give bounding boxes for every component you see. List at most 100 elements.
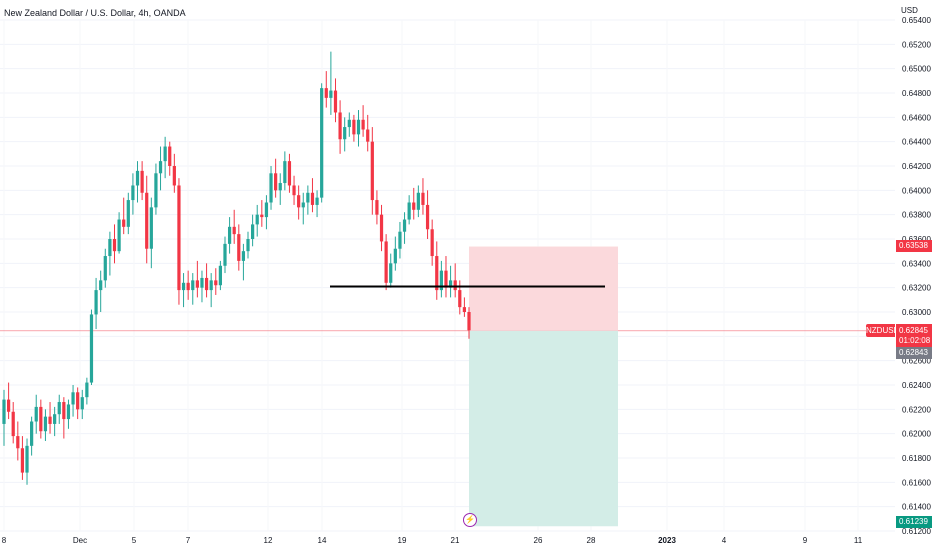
target-price-badge: 0.61239 bbox=[896, 516, 932, 528]
candle-body bbox=[57, 402, 61, 415]
candle-body bbox=[168, 146, 172, 166]
candle-body bbox=[421, 192, 425, 205]
time-tick-label: 4 bbox=[722, 536, 727, 545]
candle-body bbox=[370, 141, 374, 201]
candle-body bbox=[209, 280, 213, 291]
candle-body bbox=[416, 192, 420, 210]
candle-body bbox=[352, 119, 356, 135]
time-tick-label: 5 bbox=[132, 536, 137, 545]
price-tick-label: 0.63200 bbox=[902, 284, 931, 293]
candle-body bbox=[25, 445, 29, 473]
time-tick-label: 19 bbox=[398, 536, 407, 545]
price-tick-label: 0.62400 bbox=[902, 381, 931, 390]
candle-body bbox=[324, 88, 328, 98]
candle-body bbox=[108, 239, 112, 257]
candle-body bbox=[223, 243, 227, 266]
candle-body bbox=[361, 119, 365, 130]
candle-body bbox=[94, 290, 98, 315]
candle-body bbox=[310, 192, 315, 205]
candle-body bbox=[140, 170, 144, 193]
candle-body bbox=[154, 173, 158, 208]
stop-loss-zone[interactable] bbox=[469, 246, 618, 331]
price-tick-label: 0.62200 bbox=[902, 405, 931, 414]
candle-body bbox=[89, 314, 94, 383]
chart-legend-title: New Zealand Dollar / U.S. Dollar, 4h, OA… bbox=[4, 8, 186, 18]
candle-body bbox=[379, 214, 384, 242]
candle-body bbox=[20, 448, 25, 473]
bar-countdown: 01:02:08 bbox=[896, 335, 932, 347]
time-tick-label: 28 bbox=[587, 536, 596, 545]
price-tick-label: 0.64800 bbox=[902, 89, 931, 98]
candle-body bbox=[39, 406, 43, 432]
candle-body bbox=[200, 277, 204, 288]
price-axis[interactable]: 0.65400 0.65200 0.65000 0.64800 0.64600 0.644… bbox=[902, 16, 931, 536]
time-tick-label: 11 bbox=[854, 536, 863, 545]
candle-body bbox=[269, 173, 273, 203]
candle-body bbox=[131, 185, 135, 201]
candle-body bbox=[53, 414, 57, 424]
price-tick-label: 0.65000 bbox=[902, 65, 931, 74]
price-tick-label: 0.61600 bbox=[902, 478, 931, 487]
candle-body bbox=[76, 392, 80, 410]
candle-body bbox=[11, 411, 15, 437]
price-tick-label: 0.61800 bbox=[902, 454, 931, 463]
candle-body bbox=[264, 202, 269, 218]
time-tick-label: 12 bbox=[264, 536, 273, 545]
candle-body bbox=[232, 226, 236, 235]
candle-body bbox=[458, 290, 462, 308]
last-price-value: 0.62845 bbox=[896, 324, 932, 337]
candle-body bbox=[430, 229, 434, 257]
candle-body bbox=[122, 219, 126, 227]
price-tick-label: 0.63800 bbox=[902, 211, 931, 220]
candle-body bbox=[103, 256, 107, 281]
time-tick-label: Dec bbox=[73, 536, 87, 545]
candle-body bbox=[227, 226, 232, 244]
candle-body bbox=[274, 173, 278, 191]
last-price-tag: NZDUSD 0.62845 bbox=[866, 324, 932, 337]
candle-body bbox=[292, 185, 296, 196]
time-tick-label: 8 bbox=[2, 536, 7, 545]
candle-body bbox=[48, 416, 52, 424]
candle-body bbox=[191, 280, 195, 291]
candle-body bbox=[186, 282, 190, 291]
price-tick-label: 0.64200 bbox=[902, 162, 931, 171]
candles bbox=[2, 51, 471, 485]
candle-body bbox=[66, 404, 71, 420]
position-zones[interactable] bbox=[469, 246, 618, 527]
candle-body bbox=[177, 185, 181, 291]
price-tick-label: 0.64000 bbox=[902, 186, 931, 195]
candle-body bbox=[16, 436, 20, 449]
candle-body bbox=[278, 183, 282, 191]
take-profit-zone[interactable] bbox=[469, 330, 618, 527]
price-tick-label: 0.65400 bbox=[902, 16, 931, 25]
candle-body bbox=[467, 312, 471, 331]
time-tick-label: 21 bbox=[451, 536, 460, 545]
candle-body bbox=[329, 90, 333, 98]
candle-body bbox=[145, 192, 149, 249]
candle-body bbox=[375, 200, 379, 215]
time-axis[interactable]: 8 Dec 5 7 12 14 19 21 26 28 2023 4 9 11 bbox=[2, 536, 863, 545]
candle-body bbox=[320, 88, 324, 198]
candle-body bbox=[135, 170, 140, 186]
price-tick-label: 0.63600 bbox=[902, 235, 931, 244]
candle-body bbox=[356, 119, 361, 135]
price-tick-label: 0.63400 bbox=[902, 259, 931, 268]
candle-body bbox=[389, 263, 393, 283]
candle-body bbox=[444, 270, 448, 288]
candle-body bbox=[439, 270, 443, 291]
time-tick-label: 26 bbox=[534, 536, 543, 545]
candle-body bbox=[333, 90, 338, 113]
candle-body bbox=[338, 112, 342, 140]
candle-body bbox=[412, 202, 416, 210]
candle-body bbox=[297, 195, 301, 208]
candle-body bbox=[71, 392, 75, 405]
lightning-icon[interactable]: ⚡ bbox=[463, 513, 477, 527]
time-tick-label: 9 bbox=[803, 536, 808, 545]
candle-body bbox=[117, 219, 121, 252]
candle-body bbox=[347, 119, 351, 128]
candle-body bbox=[393, 248, 397, 264]
candle-body bbox=[218, 265, 222, 286]
candle-body bbox=[283, 161, 287, 184]
